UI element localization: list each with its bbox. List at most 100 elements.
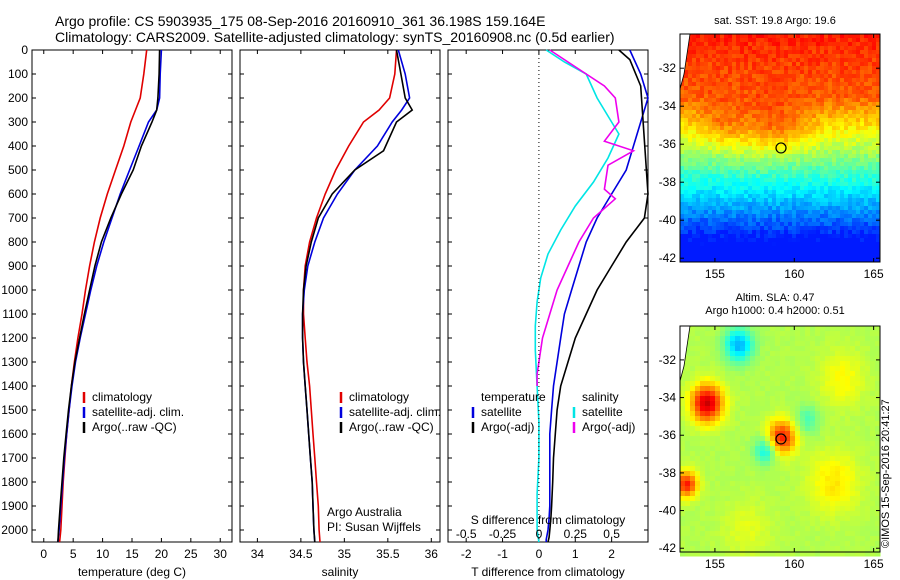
sla_map-frame [679, 325, 881, 553]
y-tick-label: 2000 [1, 523, 28, 537]
difference-panel [447, 49, 649, 543]
map-y-tick-label: -32 [659, 61, 677, 75]
y-tick-label: 1600 [1, 427, 28, 441]
x-tick-label-top: 0.5 [603, 527, 620, 541]
map-y-tick-label: -34 [659, 391, 677, 405]
sla_map: -42 -40 -38 -36 -34 -32 155 160 165 [659, 325, 884, 571]
diff-temp-legend-label: satellite [481, 405, 522, 419]
y-tick-label: 1500 [1, 403, 28, 417]
y-tick-label: 400 [8, 139, 28, 153]
series-line-satellite-salinity- [534, 49, 620, 543]
x-axis-label: temperature (deg C) [78, 565, 186, 579]
x-tick-label: 25 [184, 547, 198, 561]
map-y-tick-label: -42 [659, 541, 677, 555]
map-x-tick-label: 165 [864, 267, 884, 281]
y-tick-label: 1800 [1, 475, 28, 489]
salinity-panel [239, 49, 441, 543]
temperature-panel: 0 100 200 300 400 500 600 700 800 900 1000 1100 1200… [1, 43, 233, 543]
y-tick-label: 800 [8, 235, 28, 249]
x-tick-label: 1 [572, 547, 579, 561]
map-x-tick-label: 155 [705, 267, 725, 281]
map-y-tick-label: -40 [659, 504, 677, 518]
map-y-tick-label: -36 [659, 137, 677, 151]
y-tick-label: 300 [8, 115, 28, 129]
map-x-tick-label: 160 [784, 267, 804, 281]
y-tick-label: 700 [8, 211, 28, 225]
series-line-argo-adj- [547, 49, 649, 543]
temperature-legend-label: satellite-adj. clim. [92, 405, 184, 419]
y-tick-label: 0 [21, 43, 28, 57]
series-line-satellite-adj-clim- [301, 49, 411, 543]
x-tick-label-top: -0.25 [489, 527, 517, 541]
x-axis-label: T difference from climatology [471, 565, 625, 579]
salinity-legend-label: Argo(..raw -QC) [349, 420, 434, 434]
y-tick-label: 200 [8, 91, 28, 105]
series-line-argo-adj-salinity- [536, 49, 636, 386]
x-tick-label: 30 [214, 547, 228, 561]
x-tick-label-top: 0.25 [564, 527, 588, 541]
series-line-climatology [302, 49, 398, 543]
diff-legend-header: salinity [582, 390, 619, 404]
y-tick-label: 1700 [1, 451, 28, 465]
series-line-argo-raw-qc- [301, 49, 414, 543]
x-tick-label: 10 [96, 547, 110, 561]
temperature-frame [31, 49, 233, 543]
map-y-tick-label: -40 [659, 213, 677, 227]
sst-map-title: sat. SST: 19.8 Argo: 19.6 [714, 15, 836, 27]
diff-sal-legend-label: satellite [582, 405, 623, 419]
map-x-tick-label: 155 [705, 557, 725, 571]
x-axis-label: salinity [322, 565, 359, 579]
x-tick-label: 5 [70, 547, 77, 561]
map-y-tick-label: -32 [659, 353, 677, 367]
y-tick-label: 500 [8, 163, 28, 177]
diff-sal-legend-label: Argo(-adj) [582, 420, 635, 434]
sla_map-cells [680, 326, 881, 557]
map-y-tick-label: -38 [659, 175, 677, 189]
diff-temp-legend-label: Argo(-adj) [481, 420, 534, 434]
sst_map-frame [679, 33, 881, 263]
y-tick-label: 600 [8, 187, 28, 201]
y-tick-label: 1900 [1, 499, 28, 513]
x-tick-label: 2 [608, 547, 615, 561]
y-tick-label: 900 [8, 259, 28, 273]
salinity-legend-label: climatology [349, 390, 409, 404]
temperature-legend-label: Argo(..raw -QC) [92, 420, 177, 434]
x-tick-label: 35 [338, 547, 352, 561]
map-y-tick-label: -42 [659, 251, 677, 265]
sst_map-cells [680, 34, 881, 263]
map-y-tick-label: -38 [659, 466, 677, 480]
x-tick-label: 34 [251, 547, 265, 561]
sla-map-title: Altim. SLA: 0.47 [735, 292, 815, 304]
x-tick-label: -1 [497, 547, 508, 561]
pi-annotation: Argo Australia [327, 505, 402, 519]
sla-map-subtitle: Argo h1000: 0.4 h2000: 0.51 [705, 305, 845, 317]
series-line-satellite-adj-clim- [57, 49, 163, 543]
sst_map: -42 -40 -38 -36 -34 -32 155 160 165 [659, 33, 884, 281]
x-tick-label: 20 [155, 547, 169, 561]
map-x-tick-label: 165 [864, 557, 884, 571]
series-line-satellite [545, 49, 649, 542]
y-tick-label: 1200 [1, 331, 28, 345]
series-line-climatology [58, 49, 148, 543]
y-tick-label: 1000 [1, 283, 28, 297]
y-tick-label: 1400 [1, 379, 28, 393]
x-tick-label: 15 [125, 547, 139, 561]
x-tick-label: 0 [40, 547, 47, 561]
map-y-tick-label: -34 [659, 99, 677, 113]
argo-float-marker [775, 142, 787, 154]
x-tick-label: 34.5 [289, 547, 313, 561]
x-axis-label-top: S difference from climatology [471, 513, 626, 527]
x-tick-label: -2 [461, 547, 472, 561]
argo-float-marker [775, 433, 787, 445]
figure-title-line2: Climatology: CARS2009. Satellite-adjuste… [55, 29, 615, 45]
salinity-legend-label: satellite-adj. clim. [349, 405, 441, 419]
y-tick-label: 1300 [1, 355, 28, 369]
y-tick-label: 1100 [2, 307, 28, 321]
series-line-argo-raw-qc- [57, 49, 161, 543]
diff-legend-header: temperature [481, 390, 546, 404]
salinity-frame [239, 49, 441, 543]
x-tick-label-top: -0.5 [456, 527, 477, 541]
figure-title-line1: Argo profile: CS 5903935_175 08-Sep-2016… [55, 13, 546, 29]
y-tick-label: 100 [8, 67, 28, 81]
